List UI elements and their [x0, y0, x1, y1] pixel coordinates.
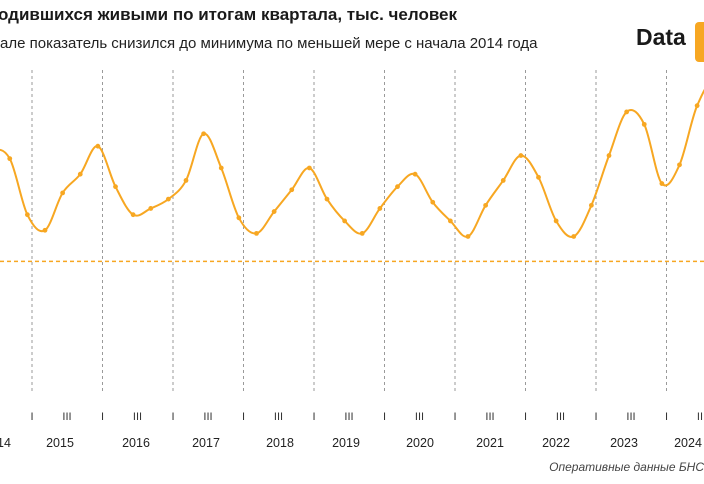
- quarter-tick-label: I: [30, 411, 33, 423]
- data-point: [694, 103, 700, 109]
- quarter-tick-label: I: [101, 411, 104, 423]
- data-point: [659, 181, 665, 186]
- year-label: 2024: [674, 436, 702, 450]
- quarter-tick-label: III: [344, 411, 353, 423]
- data-point: [130, 212, 136, 218]
- year-label: 2016: [122, 436, 150, 450]
- data-point: [95, 143, 101, 149]
- x-axis-year-labels: 14 2015 2016 2017 2018 2019 2020 2021 2022 2023 20…: [0, 436, 702, 450]
- data-point: [77, 171, 83, 177]
- quarter-tick-label: III: [415, 411, 424, 423]
- data-point: [359, 230, 365, 236]
- quarter-tick-label: III: [203, 411, 212, 423]
- data-point: [377, 206, 383, 211]
- data-logo: Data: [636, 24, 686, 50]
- chart-title: одившихся живыми по итогам квартала, тыс…: [0, 5, 458, 24]
- data-point: [395, 184, 400, 190]
- quarter-tick-label: I: [665, 411, 668, 423]
- data-point: [7, 156, 13, 162]
- data-points: [7, 103, 700, 239]
- data-point: [536, 174, 541, 180]
- quarter-tick-label: I: [594, 411, 597, 423]
- data-point: [677, 162, 682, 168]
- data-point: [342, 218, 348, 224]
- data-point: [465, 234, 471, 239]
- data-point: [588, 202, 594, 208]
- year-label: 14: [0, 436, 11, 450]
- data-point: [500, 178, 506, 183]
- data-point: [306, 165, 312, 171]
- year-label: 2017: [192, 436, 220, 450]
- year-label: 2020: [406, 436, 434, 450]
- series-line: [0, 88, 704, 238]
- year-separator-gridlines: [31, 70, 667, 392]
- quarter-tick-label: I: [312, 411, 315, 423]
- quarter-tick-label: III: [556, 411, 565, 423]
- year-label: 2022: [542, 436, 570, 450]
- data-point: [165, 196, 171, 202]
- quarter-tick-label: I: [171, 411, 174, 423]
- year-label: 2019: [332, 436, 360, 450]
- year-label: 2018: [266, 436, 294, 450]
- quarter-tick-label: III: [485, 411, 494, 423]
- quarter-tick-label: III: [62, 411, 71, 423]
- data-point: [113, 184, 118, 190]
- data-point: [24, 212, 30, 218]
- quarter-tick-label: I: [242, 411, 245, 423]
- year-label: 2023: [610, 436, 638, 450]
- data-point: [571, 234, 577, 239]
- data-point: [641, 121, 647, 127]
- quarter-tick-label: I: [524, 411, 527, 423]
- data-point: [183, 178, 189, 183]
- data-point: [60, 190, 66, 196]
- data-point: [271, 209, 277, 214]
- quarter-tick-label: III: [133, 411, 142, 423]
- chart-subtitle: але показатель снизился до минимума по м…: [0, 35, 538, 52]
- data-point: [218, 165, 224, 171]
- data-point: [42, 227, 48, 233]
- quarter-tick-label: I: [383, 411, 386, 423]
- data-point: [430, 199, 436, 205]
- data-point: [254, 230, 259, 236]
- data-point: [236, 215, 242, 221]
- data-point: [606, 153, 612, 158]
- x-axis-ticks: IIIIIIIIIIIIIIIIIIIIIIIIIIIIIIIIIIIIIIII…: [30, 411, 704, 423]
- data-point: [412, 171, 418, 177]
- quarter-tick-label: III: [626, 411, 635, 423]
- data-point: [553, 218, 559, 224]
- data-point: [518, 153, 524, 158]
- quarter-tick-label: III: [697, 411, 704, 423]
- source-note: Оперативные данные БНС: [549, 460, 704, 474]
- data-point: [201, 131, 207, 137]
- quarter-tick-label: III: [274, 411, 283, 423]
- data-point: [624, 109, 630, 115]
- logo-accent-block: [695, 22, 704, 62]
- data-point: [148, 206, 154, 211]
- year-label: 2015: [46, 436, 74, 450]
- data-point: [324, 196, 330, 202]
- data-point: [447, 218, 453, 224]
- quarter-tick-label: I: [453, 411, 456, 423]
- data-point: [483, 202, 489, 208]
- data-point: [289, 187, 295, 193]
- year-label: 2021: [476, 436, 504, 450]
